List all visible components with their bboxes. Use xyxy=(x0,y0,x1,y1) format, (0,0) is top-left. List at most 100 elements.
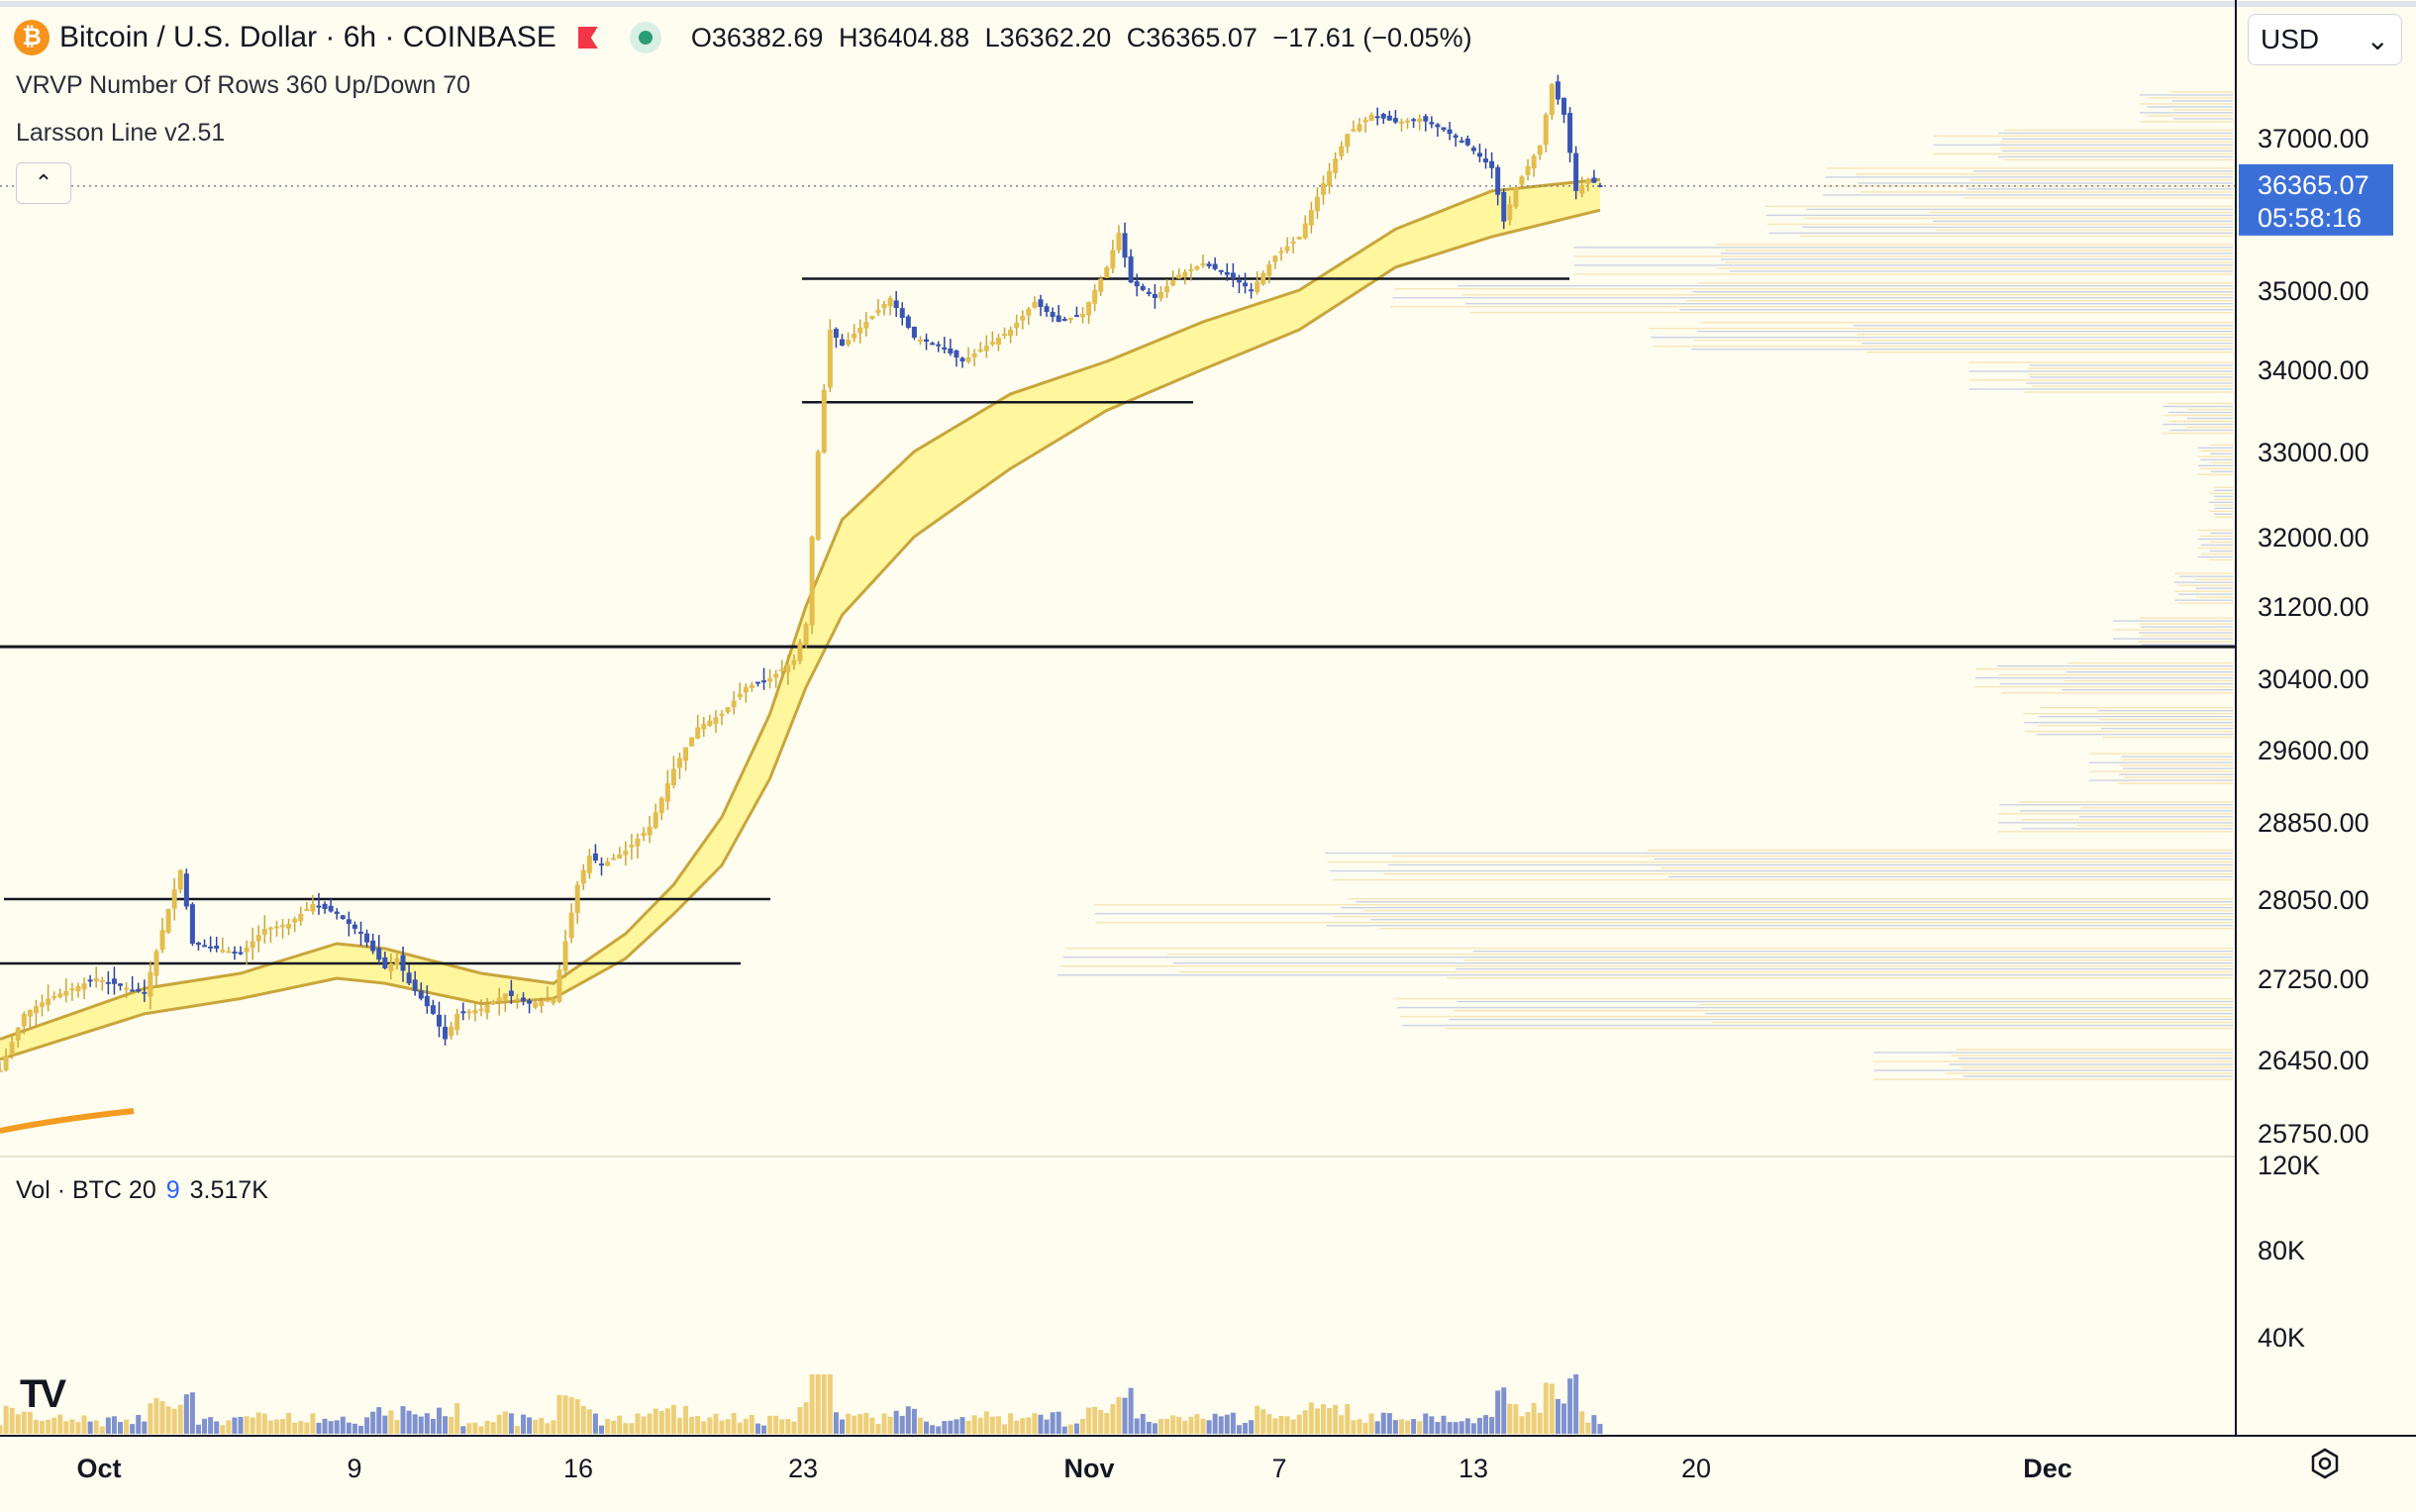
volume-bar xyxy=(1176,1417,1182,1434)
volume-profile-row xyxy=(2088,761,2233,763)
candle-body xyxy=(592,853,598,860)
volume-profile-row xyxy=(2200,544,2233,547)
volume-profile-row xyxy=(1661,866,2233,869)
candle-body xyxy=(69,988,75,991)
ohlc-open: 36382.69 xyxy=(711,22,824,52)
volume-bar xyxy=(995,1416,1001,1434)
volume-profile-row xyxy=(1399,1015,2233,1018)
volume-bar xyxy=(623,1423,629,1434)
volume-bar xyxy=(1278,1416,1284,1434)
volume-profile-row xyxy=(2139,103,2233,105)
flag-icon[interactable] xyxy=(577,27,598,49)
volume-bar xyxy=(46,1419,51,1434)
volume-profile-row xyxy=(1348,898,2233,900)
collapse-indicators-button[interactable]: ⌃ xyxy=(16,162,71,204)
market-status-icon[interactable] xyxy=(629,22,661,53)
candle-body xyxy=(1050,312,1056,317)
volume-profile-row xyxy=(1999,147,2233,150)
volume-bar xyxy=(1308,1402,1314,1434)
candle-body xyxy=(731,700,737,708)
candle-body xyxy=(803,624,809,646)
volume-bar xyxy=(136,1414,142,1434)
volume-profile-row xyxy=(2200,458,2233,460)
volume-profile-row xyxy=(2088,779,2233,781)
volume-profile-row xyxy=(1997,831,2233,833)
symbol-title[interactable]: Bitcoin / U.S. Dollar · 6h · COINBASE xyxy=(59,21,556,53)
currency-select[interactable]: USD ⌄ xyxy=(2248,14,2402,65)
price-tick-label: 26450.00 xyxy=(2258,1046,2369,1075)
settings-icon[interactable] xyxy=(2307,1446,2343,1481)
candle-body xyxy=(1567,113,1573,153)
candle-body xyxy=(617,854,623,859)
volume-profile-row xyxy=(2088,770,2233,772)
volume-bar xyxy=(142,1421,148,1434)
volume-profile-row xyxy=(2162,432,2233,435)
candle-body xyxy=(51,995,57,999)
volume-profile-row xyxy=(2102,737,2233,739)
volume-bar xyxy=(250,1417,255,1434)
volume-bar xyxy=(376,1407,382,1434)
volume-profile-row xyxy=(1933,152,2233,155)
volume-legend[interactable]: Vol · BTC 20 9 3.517K xyxy=(16,1176,268,1205)
candle-body xyxy=(514,998,520,1001)
price-tick-label: 32000.00 xyxy=(2258,523,2369,553)
ohlc-close-label: C xyxy=(1126,22,1147,52)
volume-bar xyxy=(27,1411,33,1434)
volume-profile-row xyxy=(1390,306,2233,308)
volume-bar xyxy=(1194,1414,1200,1434)
candle-body xyxy=(1176,274,1182,279)
volume-profile-row xyxy=(2208,510,2233,512)
volume-bar xyxy=(1032,1413,1038,1434)
candle-body xyxy=(791,659,797,665)
volume-profile-row xyxy=(1975,668,2233,670)
candle-body xyxy=(1392,118,1398,123)
volume-profile-row xyxy=(1857,334,2233,336)
indicator-larsson[interactable]: Larsson Line v2.51 xyxy=(16,119,226,147)
volume-profile-row xyxy=(2140,121,2233,123)
candle-body xyxy=(1374,116,1380,119)
volume-bar xyxy=(478,1426,484,1434)
volume-bar xyxy=(785,1418,791,1434)
volume-bar xyxy=(803,1402,809,1434)
candle-body xyxy=(244,947,250,953)
volume-bar xyxy=(1314,1408,1320,1434)
volume-profile-row xyxy=(2147,106,2233,108)
volume-bar xyxy=(304,1422,310,1434)
candle-body xyxy=(364,933,370,943)
candle-body xyxy=(1483,158,1489,163)
time-axis[interactable]: Oct 9 16 23 Nov 7 13 20 Dec xyxy=(76,1454,2071,1483)
tradingview-logo[interactable]: TV xyxy=(20,1372,66,1416)
candle-body xyxy=(1464,138,1470,146)
volume-profile-row xyxy=(1667,875,2233,878)
volume-bar xyxy=(779,1419,785,1434)
volume-profile-row xyxy=(2022,828,2233,830)
candle-body xyxy=(1224,271,1230,275)
price-axis[interactable]: 37000.00 35000.00 34000.00 33000.00 32000.00… xyxy=(2258,124,2369,1149)
symbol-header[interactable]: ₿ Bitcoin / U.S. Dollar · 6h · COINBASE … xyxy=(14,20,1472,55)
candle-body xyxy=(1417,118,1423,122)
candle-body xyxy=(713,717,719,725)
candle-body xyxy=(250,941,255,949)
candle-body xyxy=(755,681,760,684)
price-tick-label: 37000.00 xyxy=(2258,124,2369,153)
candle-body xyxy=(394,958,400,965)
volume-bar xyxy=(1002,1424,1008,1434)
volume-bar xyxy=(1321,1404,1326,1434)
volume-profile-row xyxy=(1469,312,2233,314)
volume-profile-row xyxy=(2214,495,2233,497)
volume-bar xyxy=(244,1416,250,1434)
volume-profile-row xyxy=(2214,489,2233,491)
candle-body xyxy=(304,909,310,911)
volume-bar xyxy=(514,1426,520,1434)
indicator-vrvp[interactable]: VRVP Number Of Rows 360 Up/Down 70 xyxy=(16,71,471,99)
volume-profile-row xyxy=(1972,170,2233,172)
volume-bar xyxy=(322,1418,328,1434)
candle-body xyxy=(111,978,117,984)
volume-bar xyxy=(1459,1421,1464,1434)
volume-profile-row xyxy=(1823,194,2233,196)
volume-profile-row xyxy=(2163,414,2233,417)
volume-bar xyxy=(93,1420,99,1434)
volume-profile-row xyxy=(2099,719,2233,721)
volume-profile-row xyxy=(1804,217,2233,220)
